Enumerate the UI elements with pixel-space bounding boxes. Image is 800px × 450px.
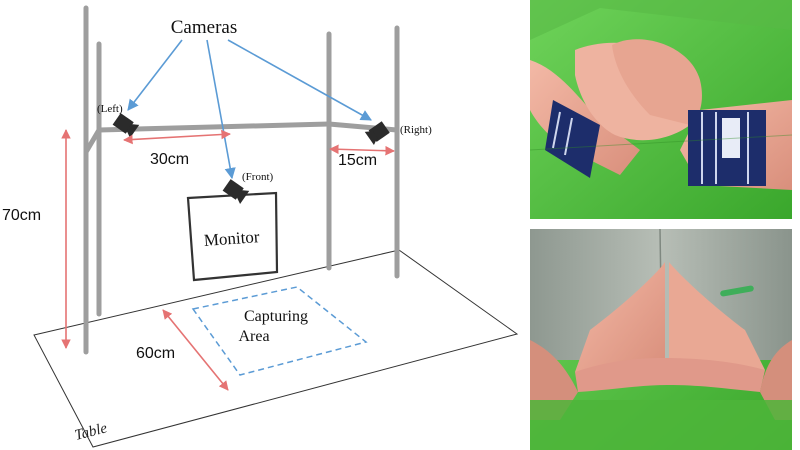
- arrow-to-right-camera: [227, 39, 372, 121]
- monitor: [186, 191, 279, 282]
- camera-right-label: (Right): [400, 124, 432, 136]
- dim-60cm-arrow: [162, 309, 229, 391]
- apparatus-diagram: Table Monitor Capturing Area (Left): [2, 5, 519, 448]
- dim-15cm-label: 15cm: [338, 152, 377, 169]
- camera-front: [222, 179, 250, 205]
- hands-triangle-photo: [530, 229, 792, 450]
- dim-60cm-label: 60cm: [136, 345, 175, 362]
- table-label: Table: [73, 420, 109, 444]
- hands-pressed-photo: [530, 0, 792, 219]
- camera-front-label: (Front): [242, 171, 274, 183]
- dimension-arrows: [61, 129, 395, 391]
- crossbar-left-brace: [83, 127, 102, 155]
- frame-poles: [83, 5, 400, 355]
- capturing-area-label-2: Area: [238, 328, 269, 345]
- crossbar-main: [96, 121, 332, 133]
- arrow-to-front-camera: [206, 39, 236, 180]
- camera-left: [112, 113, 140, 139]
- camera-pointer-arrows: [127, 39, 372, 180]
- arrow-to-left-camera: [127, 39, 183, 111]
- capturing-area-label-1: Capturing: [244, 308, 308, 325]
- dim-30cm-label: 30cm: [150, 151, 189, 168]
- dim-30cm-arrow: [123, 129, 231, 145]
- dim-70cm-label: 70cm: [2, 207, 41, 224]
- monitor-label: Monitor: [203, 227, 260, 250]
- table-surface: [33, 249, 519, 448]
- cameras-title: Cameras: [171, 17, 237, 38]
- camera-right: [364, 121, 390, 146]
- camera-left-label: (Left): [97, 103, 123, 115]
- dim-15cm-arrow: [329, 144, 395, 156]
